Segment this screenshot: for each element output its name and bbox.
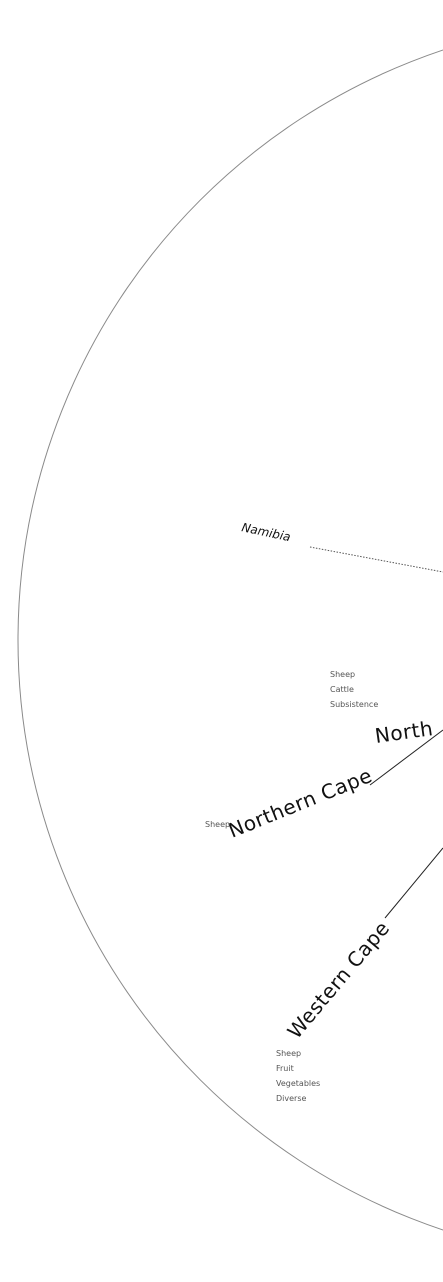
northern-cape-label: Northern Cape	[225, 763, 376, 843]
western-cape-note: Vegetables	[276, 1079, 320, 1088]
north-west-note: Sheep	[330, 670, 355, 679]
north-west-notes: Sheep Cattle Subsistence	[330, 670, 378, 709]
namibia-label: Namibia	[240, 520, 291, 544]
western-cape-note: Sheep	[276, 1049, 301, 1058]
western-cape-leader-line	[384, 847, 443, 919]
western-cape-label: Western Cape	[282, 916, 394, 1043]
northern-cape-note: Sheep	[205, 820, 230, 829]
outer-circle	[17, 49, 443, 1231]
western-cape-notes: Sheep Fruit Vegetables Diverse	[276, 1049, 320, 1103]
western-cape-note: Diverse	[276, 1094, 306, 1103]
western-cape-note: Fruit	[276, 1064, 294, 1073]
north-west-note: Subsistence	[330, 700, 378, 709]
north-west-note: Cattle	[330, 685, 354, 694]
namibia-leader-line	[309, 546, 443, 573]
northern-cape-leader-line	[369, 729, 443, 786]
